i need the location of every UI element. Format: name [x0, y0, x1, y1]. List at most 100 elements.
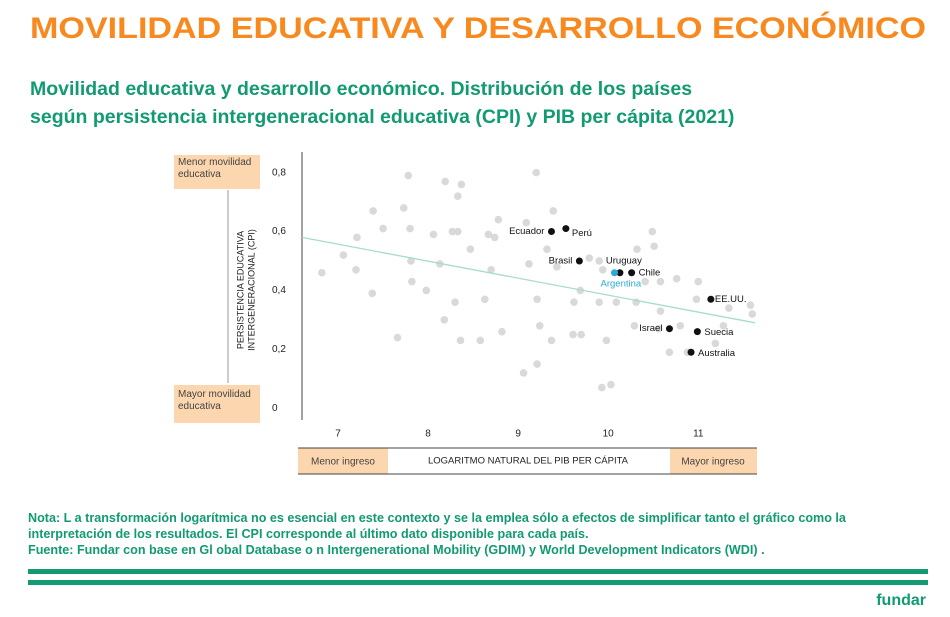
highlight-point — [547, 228, 555, 236]
point — [595, 257, 603, 265]
point — [535, 321, 544, 330]
point — [519, 369, 528, 377]
point — [487, 266, 495, 274]
point — [408, 277, 416, 286]
footer-bar — [28, 569, 928, 574]
point-label: Israel — [639, 323, 662, 334]
y-tick-label: 0,4 — [272, 285, 286, 296]
note-box — [298, 448, 388, 474]
y-bottom-note: Mayor movilidad educativa — [178, 389, 251, 412]
point — [441, 177, 449, 186]
subtitle: Movilidad educativa y desarrollo económi… — [30, 78, 692, 100]
point — [602, 336, 611, 345]
note-box — [174, 385, 260, 423]
note: Nota: L a transformación logarítmica no … — [28, 511, 846, 541]
x-axis-label: LOGARITMO NATURAL DEL PIB PER CÁPITA — [428, 456, 629, 467]
point — [318, 268, 326, 277]
point — [641, 277, 649, 286]
point — [585, 254, 594, 262]
point — [484, 230, 493, 239]
point — [494, 215, 503, 224]
x-tick-label: 10 — [603, 429, 615, 440]
highlight-point — [562, 225, 570, 233]
plot: 7 8 9 10 11 0 0,2 0,4 0,6 0,8 Ecuador Perú Brasil Uru… — [272, 167, 757, 440]
point — [719, 321, 728, 330]
point — [456, 336, 465, 345]
point — [393, 333, 402, 342]
y-axis-label: INTERGENERACIONAL (CPI) — [246, 229, 256, 351]
point — [650, 242, 658, 251]
y-tick-label: 0 — [272, 403, 278, 414]
x-tick-label: 9 — [515, 429, 521, 440]
y-axis-label: PERSISTENCIA EDUCATIVA — [235, 231, 245, 349]
point — [399, 204, 408, 212]
point — [612, 298, 621, 306]
point — [448, 227, 457, 236]
x-tick-label: 7 — [335, 429, 341, 440]
point — [406, 224, 414, 233]
point — [676, 321, 685, 330]
point — [748, 310, 757, 318]
highlight-point — [665, 325, 673, 333]
x-left-note: Menor ingreso — [311, 457, 375, 468]
highlight-point — [693, 328, 701, 336]
point — [522, 218, 531, 227]
y-tick-label: 0,6 — [272, 226, 286, 237]
point — [451, 298, 459, 306]
point — [547, 336, 556, 345]
point-label: Perú — [572, 228, 592, 239]
point-label: Uruguay — [606, 255, 642, 266]
point — [429, 230, 438, 239]
point — [481, 295, 489, 304]
note: Mayor movilidad educativa — [178, 389, 251, 412]
point — [711, 339, 720, 348]
point — [532, 168, 540, 177]
point — [404, 171, 413, 180]
point — [553, 263, 561, 271]
note: Menor movilidad educativa — [178, 157, 251, 180]
point — [352, 266, 360, 274]
point — [569, 330, 577, 339]
point — [692, 295, 701, 304]
point — [454, 227, 462, 236]
point — [630, 321, 639, 330]
point — [633, 245, 641, 253]
point — [369, 207, 377, 215]
point — [466, 245, 475, 253]
point — [648, 227, 657, 236]
note-box — [670, 448, 757, 474]
point — [595, 298, 603, 306]
point — [498, 327, 506, 336]
point — [607, 380, 615, 389]
point — [577, 330, 585, 339]
subtitle: según persistencia intergeneracional edu… — [30, 106, 734, 128]
point — [533, 295, 541, 304]
point — [598, 383, 606, 392]
point — [746, 301, 755, 309]
highlight-point — [575, 257, 583, 265]
highlight-point — [687, 348, 695, 356]
point-label: Brasil — [549, 255, 573, 266]
y-tick-label: 0,2 — [272, 344, 286, 355]
point — [525, 260, 533, 268]
point — [454, 192, 462, 200]
brand: fundar — [876, 592, 926, 609]
y-tick-label: 0,8 — [272, 167, 286, 178]
point — [543, 245, 551, 253]
point — [407, 257, 415, 265]
point — [440, 316, 449, 324]
point — [422, 286, 431, 295]
point-label: Suecia — [704, 327, 734, 338]
point — [339, 251, 348, 259]
highlight-point — [616, 269, 624, 277]
x-tick-label: 11 — [693, 429, 704, 440]
point — [457, 180, 466, 189]
source: Fuente: Fundar con base en Gl obal Datab… — [28, 543, 765, 557]
point — [665, 348, 674, 357]
title: MOVILIDAD EDUCATIVA Y DESARROLLO ECONÓMI… — [30, 11, 926, 45]
point — [725, 304, 733, 312]
point — [694, 277, 703, 286]
point — [549, 207, 558, 215]
